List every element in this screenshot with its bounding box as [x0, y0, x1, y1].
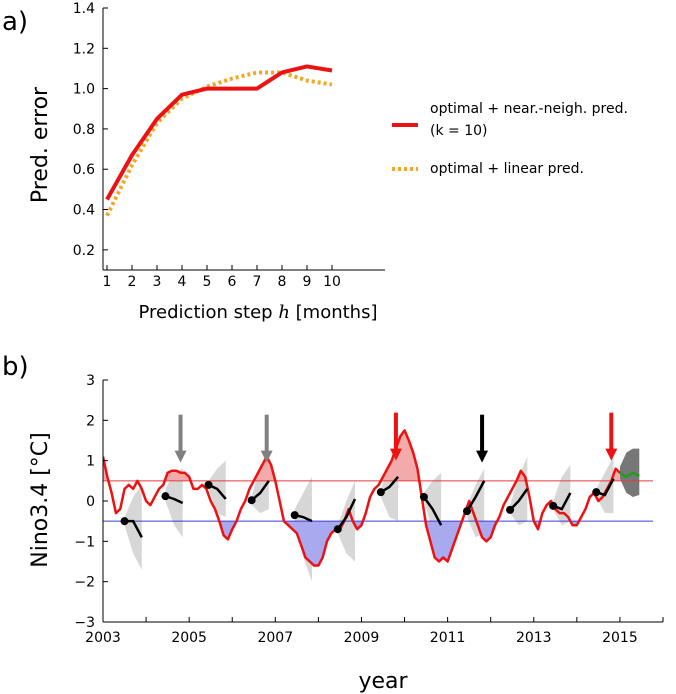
panel-b-x-axis-title: year [358, 669, 408, 694]
forecast-start-point [419, 492, 428, 501]
panel-a-y-tick-label: 1.2 [73, 41, 95, 57]
panel-b-x-tick-label: 2009 [344, 630, 380, 646]
series-line-linear [105, 70, 333, 217]
forecast-start-point [506, 505, 515, 514]
series-line-near-neighbour [105, 64, 333, 201]
forecast-start-point [592, 488, 601, 497]
forecast-trajectory [336, 498, 357, 530]
panel-a-y-tick-label: 0.2 [73, 243, 95, 259]
panel-a-x-tick-label: 1 [103, 274, 112, 290]
panel-a-x-tick-label: 7 [253, 274, 262, 290]
panel-a-x-tick-label: 8 [278, 274, 287, 290]
panel-b-x-tick-label: 2011 [430, 630, 466, 646]
forecast-trajectory [509, 488, 529, 511]
event-arrow-head [605, 448, 618, 461]
panel-a-x-axis-title: Prediction step h [months] [139, 302, 378, 323]
forecast-start-point [333, 525, 342, 534]
panel-a-y-tick-label: 1.4 [73, 1, 95, 17]
panel-b-y-tick-label: 2 [86, 413, 95, 429]
forecast-spread [467, 468, 485, 538]
panel-a-x-tick-label: 9 [303, 274, 312, 290]
legend-label-nn: optimal + near.-neigh. pred. [430, 101, 628, 117]
panel-a-y-axis-title: Pred. error [28, 86, 53, 203]
panel-a-label: a) [2, 7, 28, 37]
forecast-start-point [376, 488, 385, 497]
panel-a-y-tick-label: 1.0 [73, 82, 95, 98]
forecast-start-point [204, 480, 213, 489]
panel-a-plot: 0.2 0.4 0.6 0.8 1.0 1.2 1.4 1 2 3 4 5 6 7 8 9 10 [73, 1, 385, 290]
final-forecast-spread [619, 448, 640, 497]
panel-b-y-axis-title: Nino3.4 [°C] [28, 432, 53, 568]
panel-a-x-tick-label: 4 [178, 274, 187, 290]
panel-b-y-tick-label: 1 [86, 454, 95, 470]
panel-a-y-tick-label: 0.6 [73, 162, 95, 178]
panel-a-x-tick-label: 3 [153, 274, 162, 290]
event-arrow-head [476, 450, 489, 463]
panel-b-y-tick-label: −1 [74, 534, 95, 550]
panel-b-y-tick-label: 3 [86, 373, 95, 389]
panel-b-x-tick-label: 2005 [171, 630, 207, 646]
panel-a-y-tick-label: 0.8 [73, 122, 95, 138]
final-forecast-line [619, 471, 640, 479]
panel-a-x-tick-label: 2 [128, 274, 137, 290]
legend-label-linear: optimal + linear pred. [430, 161, 584, 177]
panel-a-x-tick-label: 6 [228, 274, 237, 290]
panel-b-y-tick-label: 0 [86, 494, 95, 510]
legend-label-nn-k: (k = 10) [430, 123, 487, 139]
forecast-trajectory [422, 496, 443, 526]
panel-a-y-tick-label: 0.4 [73, 203, 95, 219]
panel-b-x-tick-label: 2003 [85, 630, 121, 646]
legend: optimal + near.-neigh. pred. (k = 10) op… [392, 101, 628, 177]
event-arrow-head [174, 450, 187, 463]
forecast-start-point [120, 517, 129, 526]
forecast-start-point [247, 496, 256, 505]
panel-a-x-tick-label: 5 [203, 274, 212, 290]
panel-a-x-tick-label: 10 [323, 274, 341, 290]
forecast-start-point [161, 492, 170, 501]
panel-b-x-tick-label: 2015 [602, 630, 638, 646]
panel-b-label: b) [2, 352, 29, 382]
event-arrow-head [389, 448, 402, 461]
forecast-trajectory [465, 480, 486, 512]
event-arrow-head [260, 450, 273, 463]
panel-b-y-tick-label: −3 [74, 615, 95, 631]
forecast-spread [124, 484, 142, 570]
panel-b-plot-area [103, 429, 653, 582]
panel-b-y-tick-label: −2 [74, 575, 95, 591]
observed-nino34-line [103, 429, 621, 567]
forecast-start-point [463, 507, 471, 516]
forecast-spread [165, 468, 183, 538]
la-nina-fill [103, 521, 620, 566]
forecast-start-point [549, 501, 558, 510]
panel-b-x-tick-label: 2013 [516, 630, 552, 646]
forecast-start-point [290, 511, 299, 520]
panel-b-plot: −3 −2 −1 0 1 2 3 2003 2005 2007 2009 2011 2013 2015 [74, 373, 664, 646]
panel-b-x-tick-label: 2007 [257, 630, 293, 646]
